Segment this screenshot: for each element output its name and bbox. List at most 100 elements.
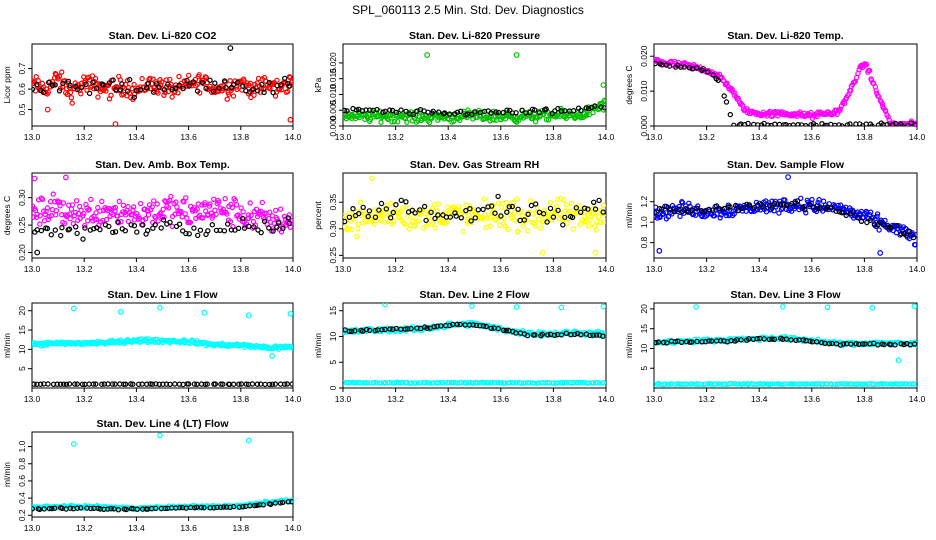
point-reference — [890, 122, 896, 126]
point-reference — [581, 205, 588, 211]
point-reference — [221, 78, 228, 84]
point-primary — [168, 193, 174, 200]
x-tick-label: 13.6 — [493, 394, 510, 404]
point-reference — [694, 338, 700, 345]
point-reference — [289, 499, 293, 505]
x-tick-label: 13.8 — [856, 132, 873, 142]
point-primary — [67, 215, 73, 222]
point-low-band — [574, 380, 580, 386]
point-reference — [788, 337, 794, 343]
point-reference — [790, 122, 796, 126]
point-reference — [176, 82, 182, 88]
point-low-band — [745, 381, 752, 388]
point-primary — [78, 90, 84, 97]
point-primary — [590, 205, 596, 211]
y-axis-label: ml/min — [624, 333, 634, 358]
point-reference — [432, 215, 438, 222]
point-low-band — [406, 380, 412, 386]
point-low-band — [752, 381, 758, 387]
point-reference — [847, 121, 853, 126]
point-primary — [226, 91, 232, 97]
point-reference — [186, 83, 192, 89]
point-primary — [37, 212, 43, 219]
point-primary — [38, 195, 45, 201]
panel-grid: Stan. Dev. Li-820 CO2 13.0 13.2 13.4 13.6 13.… — [2, 30, 926, 533]
panel-1: Stan. Dev. Li-820 CO2 13.0 13.2 13.4 13.6 13.… — [2, 30, 302, 142]
point-primary — [343, 212, 347, 219]
data-points — [343, 52, 606, 126]
point-primary — [207, 201, 213, 207]
point-reference — [558, 332, 565, 338]
point-low-band — [913, 381, 917, 387]
point-reference — [519, 107, 525, 114]
point-reference — [143, 85, 150, 91]
point-reference — [716, 205, 723, 212]
point-reference — [783, 202, 790, 208]
point-reference — [885, 224, 892, 230]
point-reference — [37, 381, 44, 387]
point-reference — [270, 228, 276, 234]
point-reference — [431, 324, 437, 330]
point-primary — [93, 216, 100, 223]
point-primary — [161, 92, 167, 99]
point-primary — [286, 212, 292, 218]
point-reference — [382, 326, 388, 333]
point-reference — [147, 381, 153, 387]
point-reference — [194, 88, 201, 94]
panel-5: Stan. Dev. Gas Stream RH 13.0 13.2 13.4 13.6… — [313, 159, 615, 274]
panel-8: Stan. Dev. Line 2 Flow 13.0 13.2 13.4 13.6 13… — [313, 289, 615, 404]
point-primary — [259, 199, 265, 206]
point-primary — [216, 199, 222, 205]
point-reference — [858, 218, 865, 224]
point-reference — [56, 88, 63, 94]
point-reference — [570, 107, 577, 114]
point-primary — [553, 208, 559, 214]
point-reference — [197, 227, 204, 233]
point-reference — [710, 207, 716, 213]
point-reference — [48, 231, 55, 238]
point-primary — [555, 196, 561, 203]
x-tick-label: 14.0 — [285, 394, 302, 404]
outlier-point — [287, 116, 293, 123]
point-reference — [723, 99, 730, 105]
point-primary — [391, 118, 397, 125]
point-primary — [455, 207, 461, 213]
point-reference — [99, 381, 105, 387]
point-reference — [390, 326, 396, 332]
point-low-band — [778, 381, 784, 388]
point-reference — [356, 210, 362, 217]
y-axis-label: Licor ppm — [2, 66, 12, 103]
point-primary — [59, 211, 65, 218]
point-reference — [123, 506, 129, 513]
point-reference — [63, 381, 70, 387]
plot-frame — [342, 302, 607, 389]
point-reference — [521, 217, 528, 223]
point-primary — [90, 85, 97, 92]
y-tick-label: 15 — [639, 324, 649, 334]
point-reference — [738, 337, 744, 343]
point-primary — [37, 221, 43, 227]
point-primary — [815, 199, 821, 206]
x-tick-label: 13.4 — [128, 132, 145, 142]
x-tick-label: 13.8 — [233, 394, 250, 404]
point-reference — [710, 72, 717, 78]
point-reference — [403, 199, 409, 205]
point-low-band — [662, 381, 668, 387]
point-primary — [547, 199, 554, 206]
x-tick-label: 14.0 — [909, 264, 926, 274]
y-tick-label: 0.6 — [17, 83, 27, 95]
outlier-point — [693, 304, 699, 310]
figure-title: SPL_060113 2.5 Min. Std. Dev. Diagnostic… — [352, 3, 584, 17]
point-reference — [492, 210, 498, 216]
point-reference — [286, 83, 293, 89]
data-points — [343, 175, 606, 256]
point-reference — [679, 208, 685, 215]
point-primary — [32, 214, 37, 220]
outlier-point — [117, 309, 124, 315]
point-reference — [90, 381, 97, 387]
point-reference — [279, 499, 286, 506]
point-reference — [794, 198, 801, 204]
y-tick-label: 0.2 — [17, 509, 27, 521]
panel-title: Stan. Dev. Line 3 Flow — [730, 289, 841, 301]
outlier-point — [558, 304, 565, 311]
